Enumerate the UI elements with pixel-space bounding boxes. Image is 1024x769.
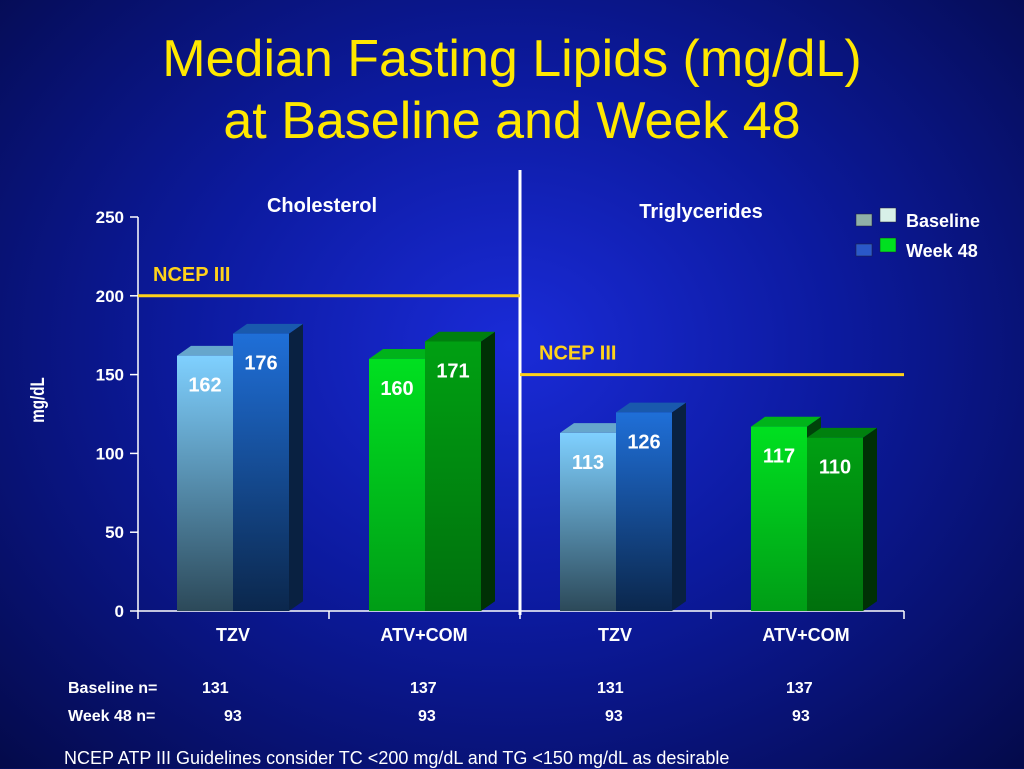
bar-value-label: 117 bbox=[763, 446, 795, 468]
baseline-n-tzv-tg: 131 bbox=[597, 680, 624, 697]
week48-n-atv-tg: 93 bbox=[792, 708, 810, 725]
bar-value-label: 176 bbox=[244, 353, 277, 375]
title-line-2: at Baseline and Week 48 bbox=[223, 92, 801, 150]
baseline-n-row: Baseline n= 131 137 131 137 bbox=[68, 680, 968, 708]
slide-title: Median Fasting Lipids (mg/dL) at Baselin… bbox=[0, 28, 1024, 152]
x-category-label: ATV+COM bbox=[380, 625, 467, 645]
bar-triglycerides-tzv-week-48 bbox=[616, 412, 672, 611]
baseline-n-atv-tg: 137 bbox=[786, 680, 813, 697]
y-tick-label: 50 bbox=[105, 523, 124, 542]
bar-cholesterol-tzv-baseline bbox=[177, 355, 233, 611]
legend-swatch-tzv bbox=[855, 243, 873, 257]
bar-top bbox=[233, 323, 303, 334]
bar-top bbox=[177, 345, 247, 356]
bar-value-label: 113 bbox=[572, 452, 604, 474]
bar-triglycerides-atv-com-week-48 bbox=[807, 437, 863, 611]
x-category-label: TZV bbox=[216, 625, 250, 645]
x-category-label: TZV bbox=[598, 625, 632, 645]
week48-n-atv-chol: 93 bbox=[418, 708, 436, 725]
baseline-n-label: Baseline n= bbox=[68, 680, 158, 697]
baseline-n-tzv-chol: 131 bbox=[202, 680, 229, 697]
bar-top bbox=[751, 416, 821, 427]
bar-cholesterol-atv-com-week-48 bbox=[425, 341, 481, 611]
x-category-label: ATV+COM bbox=[762, 625, 849, 645]
lipids-bar-chart: 0 50 100 150 200 250 mg/dL Cholesterol NCEP III 1… bbox=[26, 195, 980, 645]
y-tick-label: 250 bbox=[96, 208, 124, 227]
ncep-reference-label: NCEP III bbox=[539, 343, 616, 365]
bar-side bbox=[289, 323, 303, 611]
bar-value-label: 110 bbox=[819, 457, 851, 479]
legend-swatch-tzv bbox=[855, 213, 873, 227]
bar-cholesterol-tzv-week-48 bbox=[233, 333, 289, 611]
title-line-1: Median Fasting Lipids (mg/dL) bbox=[162, 30, 862, 88]
week48-n-label: Week 48 n= bbox=[68, 708, 156, 725]
panel-label: Triglycerides bbox=[639, 201, 762, 223]
legend-entry: Week 48 bbox=[906, 241, 978, 261]
y-axis-label: mg/dL bbox=[26, 377, 48, 423]
legend-swatch-atv bbox=[879, 207, 897, 223]
bar-value-label: 162 bbox=[188, 375, 221, 397]
y-tick-label: 100 bbox=[96, 444, 124, 463]
bar-top bbox=[425, 331, 495, 342]
bar-value-label: 126 bbox=[627, 431, 660, 453]
bar-value-label: 160 bbox=[380, 378, 413, 400]
y-tick-label: 0 bbox=[115, 602, 124, 621]
bar-top bbox=[616, 402, 686, 413]
bar-triglycerides-tzv-baseline bbox=[560, 432, 616, 611]
y-tick-label: 150 bbox=[96, 366, 124, 385]
bar-cholesterol-atv-com-baseline bbox=[369, 358, 425, 611]
y-tick-label: 200 bbox=[96, 287, 124, 306]
ncep-reference-label: NCEP III bbox=[153, 264, 230, 286]
bar-top bbox=[560, 423, 630, 433]
bar-side bbox=[672, 402, 686, 611]
panel-label: Cholesterol bbox=[267, 195, 377, 217]
bar-top bbox=[807, 427, 877, 438]
bar-value-label: 171 bbox=[436, 361, 469, 383]
sample-size-table: Baseline n= 131 137 131 137 Week 48 n= 9… bbox=[68, 680, 968, 736]
footnote: NCEP ATP III Guidelines consider TC <200… bbox=[64, 748, 730, 768]
bar-top bbox=[369, 349, 439, 359]
legend-swatch-atv bbox=[879, 237, 897, 253]
bar-side bbox=[863, 427, 877, 611]
bar-triglycerides-atv-com-baseline bbox=[751, 426, 807, 611]
week48-n-tzv-chol: 93 bbox=[224, 708, 242, 725]
baseline-n-atv-chol: 137 bbox=[410, 680, 437, 697]
bar-side bbox=[481, 331, 495, 611]
week48-n-row: Week 48 n= 93 93 93 93 bbox=[68, 708, 968, 736]
week48-n-tzv-tg: 93 bbox=[605, 708, 623, 725]
legend-entry: Baseline bbox=[906, 211, 980, 231]
